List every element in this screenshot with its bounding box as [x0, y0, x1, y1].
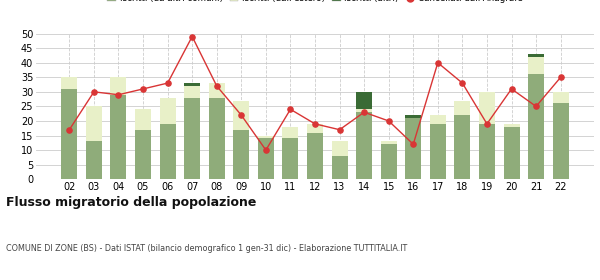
- Bar: [86, 141, 102, 179]
- Point: [212, 84, 221, 88]
- Bar: [479, 92, 495, 124]
- Bar: [110, 95, 127, 179]
- Bar: [160, 124, 176, 179]
- Point: [359, 110, 369, 115]
- Point: [531, 104, 541, 109]
- Bar: [110, 77, 127, 95]
- Bar: [233, 130, 249, 179]
- Bar: [283, 138, 298, 179]
- Bar: [430, 124, 446, 179]
- Bar: [356, 112, 372, 179]
- Bar: [258, 138, 274, 179]
- Bar: [454, 101, 470, 115]
- Bar: [381, 144, 397, 179]
- Bar: [135, 109, 151, 130]
- Bar: [553, 104, 569, 179]
- Point: [335, 127, 344, 132]
- Point: [409, 142, 418, 146]
- Bar: [405, 118, 421, 179]
- Point: [163, 81, 172, 85]
- Bar: [356, 92, 372, 109]
- Point: [113, 92, 123, 97]
- Text: COMUNE DI ZONE (BS) - Dati ISTAT (bilancio demografico 1 gen-31 dic) - Elaborazi: COMUNE DI ZONE (BS) - Dati ISTAT (bilanc…: [6, 244, 407, 253]
- Point: [138, 87, 148, 91]
- Point: [507, 87, 517, 91]
- Bar: [528, 57, 544, 74]
- Bar: [528, 74, 544, 179]
- Bar: [405, 115, 421, 118]
- Text: Flusso migratorio della popolazione: Flusso migratorio della popolazione: [6, 196, 256, 209]
- Bar: [258, 136, 274, 138]
- Legend: Iscritti (da altri comuni), Iscritti (dall'estero), Iscritti (altri), Cancellati: Iscritti (da altri comuni), Iscritti (da…: [107, 0, 523, 3]
- Bar: [307, 124, 323, 133]
- Bar: [430, 115, 446, 124]
- Bar: [184, 86, 200, 98]
- Bar: [356, 109, 372, 112]
- Bar: [381, 141, 397, 144]
- Bar: [86, 106, 102, 141]
- Point: [384, 119, 394, 123]
- Point: [556, 75, 565, 80]
- Point: [482, 122, 492, 126]
- Bar: [184, 98, 200, 179]
- Bar: [160, 98, 176, 124]
- Point: [433, 60, 443, 65]
- Bar: [61, 77, 77, 89]
- Bar: [135, 130, 151, 179]
- Bar: [332, 156, 347, 179]
- Point: [236, 113, 246, 117]
- Point: [458, 81, 467, 85]
- Point: [187, 34, 197, 39]
- Point: [89, 90, 99, 94]
- Point: [65, 127, 74, 132]
- Bar: [528, 54, 544, 57]
- Point: [310, 122, 320, 126]
- Bar: [479, 124, 495, 179]
- Bar: [503, 127, 520, 179]
- Bar: [233, 101, 249, 130]
- Bar: [553, 92, 569, 104]
- Bar: [61, 89, 77, 179]
- Bar: [283, 127, 298, 138]
- Bar: [184, 83, 200, 86]
- Bar: [307, 133, 323, 179]
- Bar: [332, 141, 347, 156]
- Bar: [209, 98, 225, 179]
- Bar: [454, 115, 470, 179]
- Bar: [503, 124, 520, 127]
- Bar: [209, 83, 225, 98]
- Point: [261, 148, 271, 152]
- Point: [286, 107, 295, 111]
